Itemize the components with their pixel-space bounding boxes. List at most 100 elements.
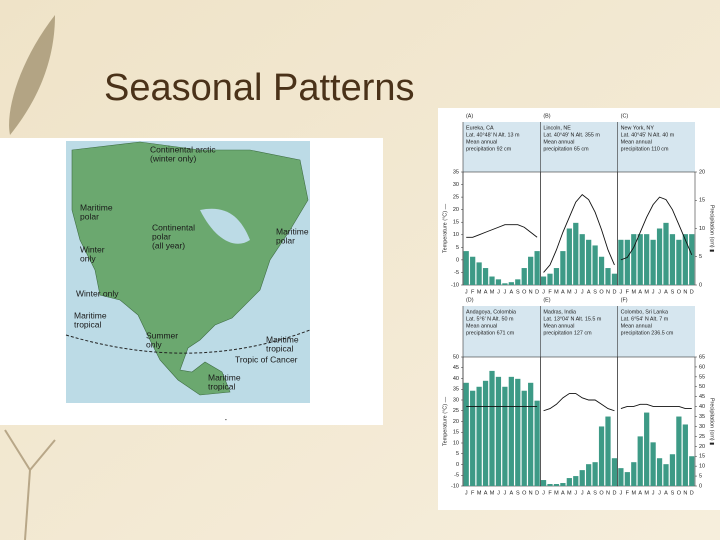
precip-bar: [586, 239, 592, 285]
precip-bar: [592, 462, 598, 486]
temp-line: [543, 193, 615, 273]
panel-text: Andagoya, Colombia: [466, 309, 516, 315]
month-label: J: [620, 490, 623, 496]
y-tick-label: 40: [453, 376, 459, 382]
y-tick-label: 0: [456, 462, 459, 468]
precip-bar: [669, 454, 676, 486]
panel-text: New York, NY: [621, 125, 655, 131]
y2-tick-label: 15: [699, 454, 705, 460]
month-label: J: [581, 289, 584, 295]
precip-bar: [547, 273, 553, 285]
month-label: F: [471, 289, 475, 295]
slide-title: Seasonal Patterns: [104, 67, 415, 109]
month-label: M: [644, 490, 649, 496]
month-label: N: [529, 490, 533, 496]
panel-text: Eureka, CA: [466, 125, 494, 131]
month-label: A: [664, 490, 668, 496]
leaf: [9, 15, 55, 135]
panel-text: Lincoln, NE: [543, 125, 571, 131]
y-tick-label: -5: [454, 473, 459, 479]
precip-bar: [489, 276, 495, 285]
month-label: M: [631, 490, 636, 496]
y2-tick-label: 55: [699, 374, 705, 380]
y-tick-label: 20: [453, 419, 459, 425]
y2-tick-label: 20: [699, 444, 705, 450]
month-label: A: [638, 289, 642, 295]
panel-text: Mean annual: [621, 139, 652, 145]
precip-bar: [560, 251, 566, 285]
month-label: F: [471, 490, 475, 496]
month-label: O: [677, 289, 682, 295]
month-label: J: [504, 490, 507, 496]
map-label: only: [80, 253, 96, 263]
panel-text: Mean annual: [621, 323, 652, 329]
month-label: A: [509, 490, 513, 496]
precip-bar: [534, 400, 540, 486]
month-label: M: [490, 490, 495, 496]
month-label: S: [516, 490, 520, 496]
precip-bar: [508, 282, 514, 285]
month-label: J: [465, 490, 468, 496]
precip-bar: [547, 484, 553, 486]
precip-bar: [534, 251, 540, 285]
month-label: N: [683, 490, 687, 496]
y2-tick-label: 0: [699, 483, 702, 489]
map-label: only: [146, 339, 162, 349]
precip-bar: [560, 483, 566, 486]
panel-letter: (F): [621, 297, 628, 303]
month-label: J: [652, 490, 655, 496]
month-label: J: [658, 490, 661, 496]
precip-bar: [669, 234, 676, 285]
land: [71, 141, 309, 396]
precip-bar: [573, 476, 579, 486]
panel-letter: (E): [543, 297, 550, 303]
map-label: Winter: [80, 244, 105, 254]
month-label: S: [516, 289, 520, 295]
panel-letter: (B): [543, 113, 550, 119]
precip-bar: [540, 276, 547, 285]
map-label: Continental: [152, 222, 195, 232]
precip-bar: [611, 273, 618, 285]
temp-line: [543, 393, 615, 412]
month-label: F: [626, 289, 630, 295]
month-label: M: [490, 289, 495, 295]
month-label: D: [612, 289, 616, 295]
map-credit-mark: ▪: [225, 417, 227, 422]
precip-bar: [637, 436, 643, 486]
y-tick-label: 30: [453, 182, 459, 188]
month-label: O: [599, 490, 604, 496]
y2-tick-label: 45: [699, 394, 705, 400]
month-label: J: [504, 289, 507, 295]
precip-bar: [495, 279, 502, 285]
month-label: A: [509, 289, 513, 295]
precip-bar: [676, 239, 682, 285]
precip-bar: [495, 376, 502, 486]
panel-text: Lat. 6°54' N Alt. 7 m: [621, 316, 669, 322]
panel-text: Lat. 13°04' N Alt. 15.5 m: [543, 316, 602, 322]
tropic-line: [65, 329, 311, 354]
month-label: D: [690, 289, 694, 295]
month-label: J: [497, 490, 500, 496]
month-label: A: [484, 289, 488, 295]
precip-bar: [624, 472, 630, 486]
map-label: Continental arctic: [150, 144, 216, 154]
precip-bar: [528, 256, 534, 285]
y-tick-label: 30: [453, 397, 459, 403]
month-label: J: [652, 289, 655, 295]
y-tick-label: 15: [453, 220, 459, 226]
month-label: F: [626, 490, 630, 496]
y-tick-label: 0: [456, 257, 459, 263]
month-label: A: [484, 490, 488, 496]
month-label: N: [606, 490, 610, 496]
month-label: O: [522, 289, 527, 295]
month-label: S: [593, 490, 597, 496]
precip-bar: [656, 228, 663, 285]
precip-bar: [676, 416, 682, 486]
panel-letter: (A): [466, 113, 473, 119]
map-label: (winter only): [150, 153, 196, 163]
precip-bar: [566, 228, 572, 285]
month-label: D: [612, 490, 616, 496]
y2-tick-label: 30: [699, 424, 705, 430]
precip-bar: [611, 458, 618, 486]
month-label: N: [606, 289, 610, 295]
